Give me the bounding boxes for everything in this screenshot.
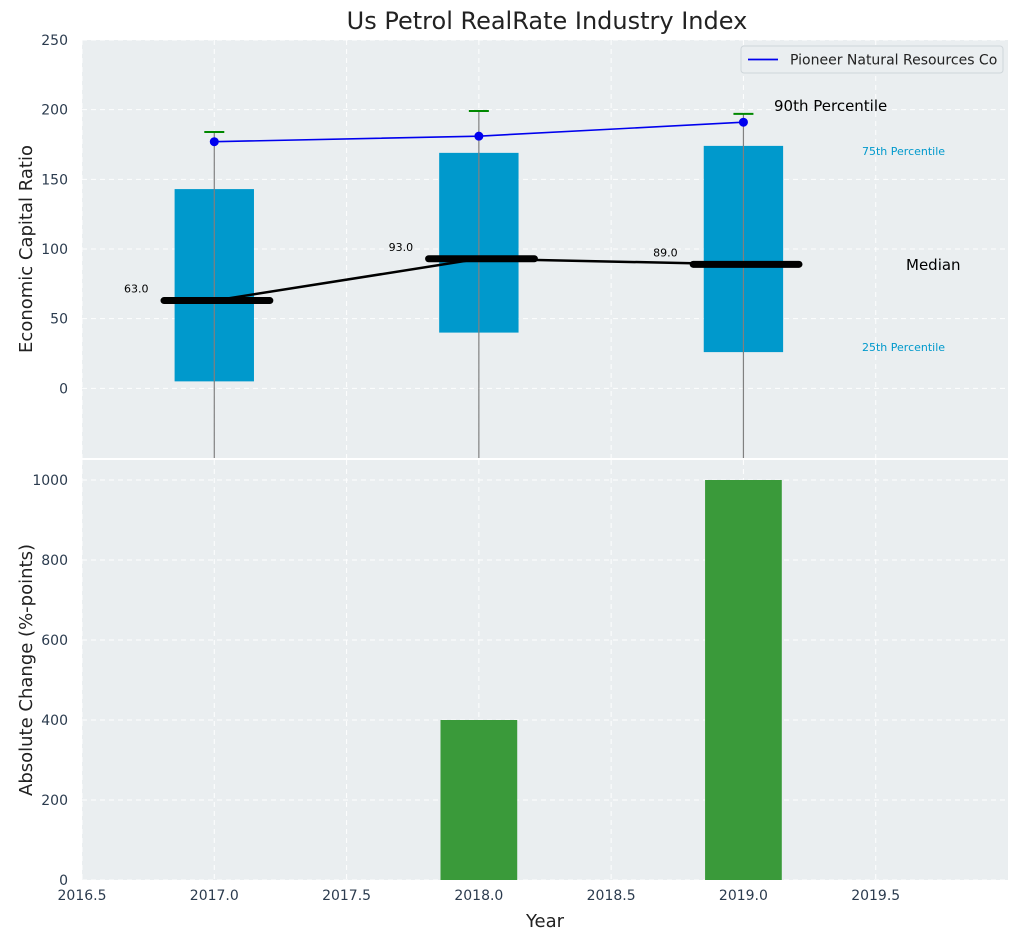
change-bar (705, 480, 782, 880)
bottom-y-tick-label: 200 (41, 793, 68, 809)
company-series-point (738, 117, 748, 127)
legend-box (740, 45, 1004, 74)
x-tick-label: 2017.5 (322, 888, 371, 904)
median-annotation: Median (906, 256, 961, 274)
chart-title: Us Petrol RealRate Industry Index (347, 7, 748, 35)
top-y-tick-label: 250 (41, 33, 68, 49)
top-y-tick-label: 150 (41, 172, 68, 188)
top-y-tick-label: 100 (41, 242, 68, 258)
bottom-panel: 2016.5 2017.0 2017.5 2018.0 2018.5 2019.0 2019… (16, 460, 1008, 932)
bottom-y-tick-label: 400 (41, 713, 68, 729)
top-y-axis-label: Economic Capital Ratio (16, 145, 37, 353)
top-y-tick-label: 50 (50, 312, 68, 328)
top-y-tick-label: 0 (59, 381, 68, 397)
bottom-plot-background (82, 460, 1008, 880)
company-series-point (209, 137, 219, 147)
p25-annotation: 25th Percentile (862, 341, 945, 354)
p75-annotation: 75th Percentile (862, 145, 945, 158)
change-bar (440, 720, 518, 880)
median-value-label: 89.0 (653, 246, 678, 259)
p90-annotation: 90th Percentile (774, 97, 887, 115)
x-tick-label: 2019.0 (719, 888, 768, 904)
x-tick-label: 2018.0 (454, 888, 503, 904)
x-tick-label: 2017.0 (190, 888, 239, 904)
top-y-tick-label: 200 (41, 103, 68, 119)
bottom-y-tick-label: 1000 (32, 473, 68, 489)
x-axis-label: Year (525, 911, 565, 932)
bottom-y-tick-label: 600 (41, 633, 68, 649)
bottom-y-tick-label: 0 (59, 873, 68, 889)
bottom-y-tick-label: 800 (41, 553, 68, 569)
median-value-label: 93.0 (389, 241, 414, 254)
x-tick-label: 2018.5 (587, 888, 636, 904)
legend-entry-label: Pioneer Natural Resources Co (790, 53, 997, 69)
median-value-label: 63.0 (124, 283, 149, 296)
bottom-y-axis-label: Absolute Change (%-points) (16, 544, 37, 796)
x-tick-label: 2019.5 (851, 888, 900, 904)
top-panel: 0 50 100 150 200 250 63.0 93.0 89.0 90th Percenti… (16, 33, 1008, 458)
x-tick-label: 2016.5 (58, 888, 107, 904)
company-series-point (474, 131, 484, 141)
